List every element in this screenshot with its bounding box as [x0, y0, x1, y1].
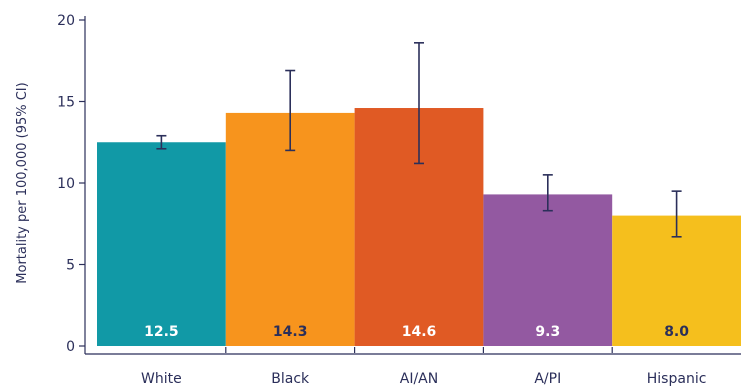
errorbar-a-pi: [542, 174, 553, 212]
y-tick-label-0: 0: [66, 339, 75, 355]
y-tick-label-15: 15: [57, 95, 75, 111]
bar-black: [225, 112, 355, 346]
value-label-black: 14.3: [273, 324, 308, 340]
x-tick-label-hispanic: Hispanic: [647, 371, 707, 387]
x-tick-label-a-pi: A/PI: [534, 371, 561, 387]
value-label-hispanic: 8.0: [664, 324, 689, 340]
value-label-ai-an: 14.6: [402, 324, 437, 340]
bar-white: [97, 142, 226, 346]
axes-group: [84, 16, 741, 355]
x-tick-label-black: Black: [271, 371, 310, 387]
y-tick-label-10: 10: [57, 176, 75, 192]
x-labels-group: White Black AI/AN A/PI Hispanic: [141, 347, 706, 387]
errorbar-hispanic: [671, 190, 682, 238]
bars-group: [97, 108, 741, 347]
errorbar-black: [285, 69, 296, 152]
bar-a-pi: [483, 194, 613, 346]
value-label-a-pi: 9.3: [535, 324, 560, 340]
y-tick-label-20: 20: [57, 13, 75, 29]
x-tick-label-white: White: [141, 371, 182, 387]
y-axis-label: Mortality per 100,000 (95% CI): [15, 82, 30, 283]
y-tick-label-5: 5: [66, 258, 75, 274]
errorbars-group: [156, 42, 682, 238]
y-ticks-group: 0 5 10 15 20: [57, 13, 85, 355]
errorbar-ai-an: [414, 42, 424, 165]
x-tick-label-ai-an: AI/AN: [400, 371, 438, 387]
value-label-white: 12.5: [144, 324, 179, 340]
errorbar-white: [156, 134, 167, 150]
value-labels-group: 12.5 14.3 14.6 9.3 8.0: [144, 324, 689, 340]
